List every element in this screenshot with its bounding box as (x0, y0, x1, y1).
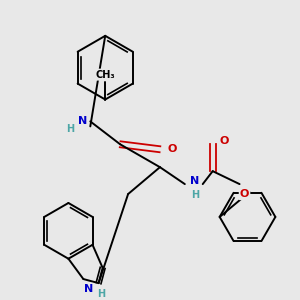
Text: H: H (66, 124, 74, 134)
Text: O: O (167, 144, 177, 154)
Text: N: N (84, 284, 93, 294)
Text: O: O (220, 136, 229, 146)
Text: O: O (240, 189, 249, 199)
Text: CH₃: CH₃ (95, 70, 115, 80)
Text: N: N (190, 176, 200, 186)
Text: H: H (97, 289, 105, 299)
Text: N: N (78, 116, 87, 126)
Text: H: H (191, 190, 199, 200)
